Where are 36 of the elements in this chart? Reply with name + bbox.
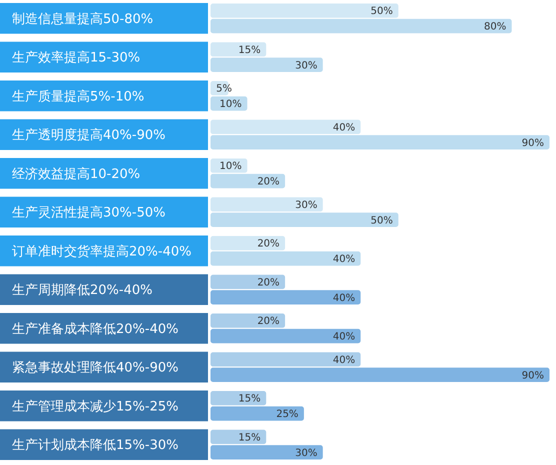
data-label: 30% (295, 60, 318, 72)
y-tick-label: 生产周期降低20%-40% (12, 283, 152, 298)
data-label: 50% (370, 215, 393, 226)
data-label: 20% (257, 277, 280, 288)
y-tick-label: 生产灵活性提高30%-50% (12, 204, 166, 221)
data-label: 10% (220, 99, 242, 110)
y-tick-label: 生产管理成本减少15%-25% (12, 399, 178, 414)
data-label: 40% (332, 254, 356, 266)
y-tick-label: 经济效益提高10-20% (12, 166, 140, 182)
y-tick-label: 生产计划成本降低15%-30% (12, 438, 178, 454)
data-label: 80% (484, 22, 506, 33)
data-label: 15% (238, 44, 261, 56)
data-label: 40% (332, 354, 356, 366)
y-tick-label: 生产透明度提高40%-90% (12, 127, 166, 144)
data-label: 50% (370, 6, 393, 18)
data-label: 25% (276, 409, 298, 420)
data-label: 15% (238, 394, 261, 405)
data-label: 40% (332, 332, 356, 343)
y-tick-label: 生产准备成本降低20%-40% (12, 322, 178, 337)
data-label: 40% (332, 292, 356, 304)
data-label: 90% (522, 138, 544, 149)
data-label: 40% (332, 122, 356, 134)
data-label: 30% (295, 448, 318, 459)
data-label: 30% (295, 200, 318, 211)
y-tick-label: 订单准时交货率提高20%-40% (12, 243, 192, 260)
data-label: 20% (257, 316, 280, 328)
y-tick-label: 紧急事故处理降低40%-90% (12, 360, 178, 376)
data-label: 5% (216, 84, 232, 95)
data-label: 10% (220, 161, 242, 172)
data-label: 20% (257, 176, 280, 188)
data-label: 20% (257, 238, 280, 250)
y-tick-label: 生产效率提高15-30% (12, 50, 140, 66)
y-tick-label: 生产质量提高5%-10% (12, 88, 144, 104)
y-tick-label: 制造信息量提高50-80% (12, 10, 154, 27)
data-label: 90% (522, 370, 544, 382)
data-label: 15% (238, 432, 261, 444)
